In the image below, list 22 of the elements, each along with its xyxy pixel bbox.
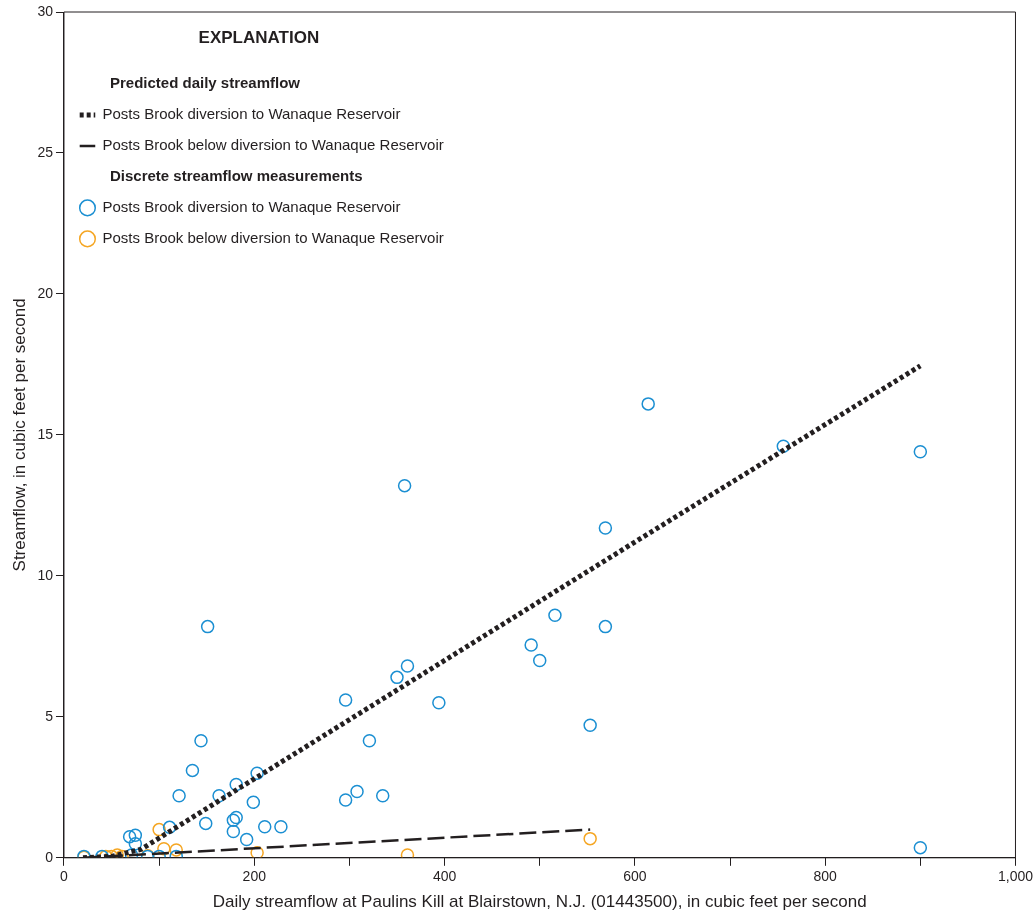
legend-label: Posts Brook diversion to Wanaque Reservoir [102,105,401,123]
legend-label: Posts Brook below diversion to Wanaque Reservoir [102,229,444,247]
y-tick-label: 30 [37,2,54,19]
annotation: Predicted daily streamflow [109,74,301,92]
x-tick-label: 1,000 [997,868,1034,885]
x-tick-label: 200 [242,868,267,885]
legend-label: Posts Brook below diversion to Wanaque Reservoir [102,136,444,154]
y-tick-label: 20 [37,284,54,301]
y-axis-title: Streamflow, in cubic feet per second [9,298,29,572]
x-axis-title: Daily streamflow at Paulins Kill at Blairstown, N.J. (01443500), in cubic feet per second [212,892,867,912]
x-tick-label: 400 [432,868,457,885]
legend-title: EXPLANATION [198,28,320,48]
y-tick-label: 5 [45,707,54,724]
y-tick-label: 0 [45,848,54,865]
y-tick-label: 10 [37,566,54,583]
x-tick-label: 0 [60,868,69,885]
legend-label: Posts Brook diversion to Wanaque Reservoir [102,198,401,216]
x-tick-label: 800 [813,868,838,885]
y-tick-label: 15 [37,425,54,442]
y-tick-label: 25 [37,143,54,160]
x-tick-label: 600 [623,868,647,885]
annotation: Discrete streamflow measurements [109,167,363,185]
